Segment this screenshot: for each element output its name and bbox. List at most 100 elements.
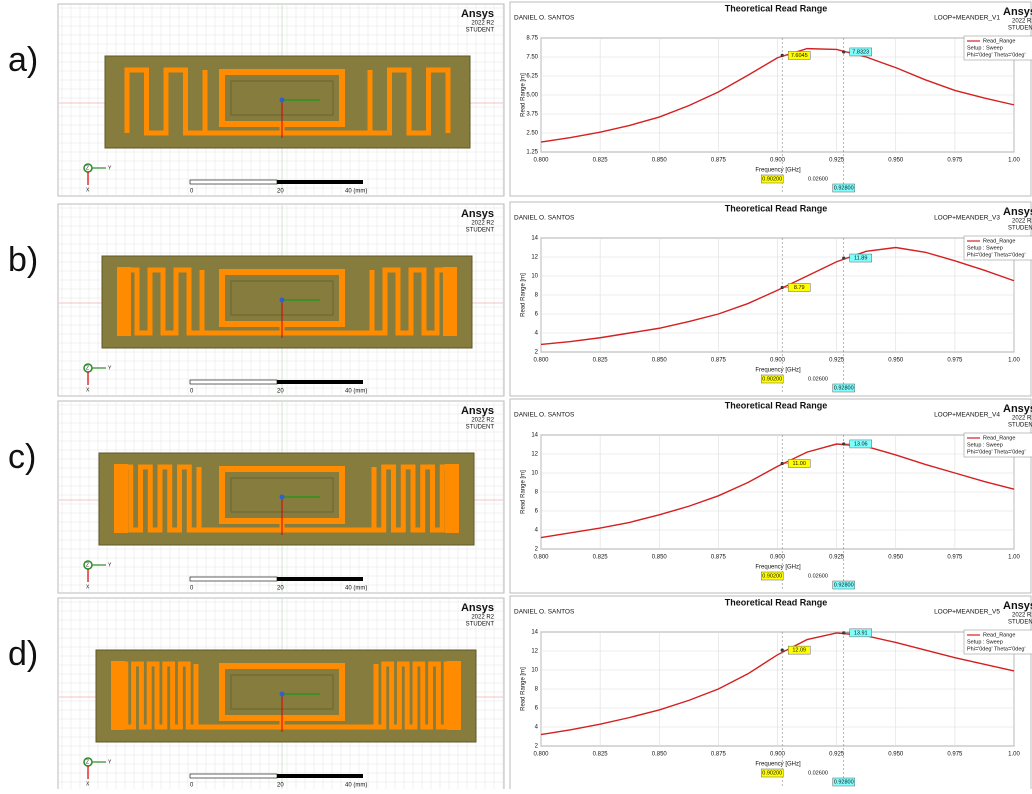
x-tick-label: 0.925 <box>829 555 845 561</box>
scale-black <box>277 380 363 384</box>
legend-variables: Phi='0deg' Theta='0deg' <box>967 52 1026 58</box>
version: 2022 R2 <box>471 615 494 621</box>
y-tick-label: 14 <box>531 630 538 636</box>
x-tick-label: 1.00 <box>1008 358 1020 364</box>
marker-value: 8.79 <box>794 285 805 291</box>
x-axis-label: Frequency [GHz] <box>755 762 801 768</box>
version: 2022 R2 <box>1012 613 1032 619</box>
marker-delta: 0.02600 <box>808 176 828 182</box>
marker-x-label: 0.92800 <box>834 385 854 391</box>
x-tick-label: 0.825 <box>593 555 609 561</box>
y-tick-label: 12 <box>531 452 538 458</box>
x-tick-label: 0.800 <box>533 555 549 561</box>
y-tick-label: 14 <box>531 433 538 439</box>
brand: Ansys <box>1003 6 1032 18</box>
x-tick-label: 0.950 <box>888 555 904 561</box>
legend-setup: Setup : Sweep <box>967 245 1003 251</box>
marker-x-label: 0.90200 <box>762 573 782 579</box>
legend-variables: Phi='0deg' Theta='0deg' <box>967 252 1026 258</box>
edition: STUDENT <box>466 622 495 628</box>
x-tick-label: 0.975 <box>947 555 963 561</box>
pad-right <box>445 464 459 533</box>
pad-left <box>111 661 125 730</box>
y-tick-label: 8.75 <box>526 36 538 42</box>
y-tick-label: 1.25 <box>526 150 538 156</box>
port-dot <box>280 495 285 500</box>
marker-value: 13.06 <box>854 441 868 447</box>
port-dot <box>280 692 285 697</box>
scale-label: 20 <box>277 189 284 195</box>
brand: Ansys <box>461 208 494 220</box>
y-tick-label: 6.25 <box>526 74 538 80</box>
y-tick-label: 2.50 <box>526 131 538 137</box>
triad-label: Z <box>86 165 89 171</box>
x-tick-label: 0.850 <box>652 158 668 164</box>
brand: Ansys <box>1003 403 1032 415</box>
scale-label: 40 (mm) <box>345 389 367 395</box>
panel-label: d) <box>8 635 38 673</box>
meander-right <box>374 467 452 530</box>
scale-label: 40 (mm) <box>345 189 367 195</box>
x-tick-label: 0.825 <box>593 358 609 364</box>
x-tick-label: 0.800 <box>533 158 549 164</box>
x-tick-label: 0.850 <box>652 555 668 561</box>
y-axis-label: Read Range [m] <box>521 667 527 711</box>
chart-design: LOOP+MEANDER_V5 <box>934 609 1000 616</box>
brand: Ansys <box>461 602 494 614</box>
y-tick-label: 10 <box>531 668 538 674</box>
x-axis-label: Frequency [GHz] <box>755 168 801 174</box>
brand: Ansys <box>1003 206 1032 218</box>
scale-label: 20 <box>277 586 284 592</box>
scale-label: 40 (mm) <box>345 586 367 592</box>
chart-title: Theoretical Read Range <box>725 203 828 213</box>
x-tick-label: 0.875 <box>711 358 727 364</box>
brand: Ansys <box>1003 600 1032 612</box>
marker-x-label: 0.92800 <box>834 582 854 588</box>
panel-label: b) <box>8 241 38 279</box>
version: 2022 R2 <box>1012 219 1032 225</box>
panel-label: c) <box>8 438 36 476</box>
y-tick-label: 3.75 <box>526 112 538 118</box>
pad-right <box>447 661 461 730</box>
scale-label: 40 (mm) <box>345 783 367 789</box>
x-tick-label: 0.875 <box>711 752 727 758</box>
x-tick-label: 0.875 <box>711 158 727 164</box>
marker-delta: 0.02600 <box>808 573 828 579</box>
marker-x-label: 0.92800 <box>834 185 854 191</box>
panel-label: a) <box>8 41 38 79</box>
marker-value: 11.89 <box>854 255 867 261</box>
y-axis-label: Read Range [m] <box>521 73 527 117</box>
edition: STUDENT <box>466 425 495 431</box>
legend-label: Read_Range <box>983 632 1015 638</box>
version: 2022 R2 <box>471 21 494 27</box>
x-tick-label: 0.925 <box>829 752 845 758</box>
marker-x-label: 0.90200 <box>762 176 782 182</box>
chart-design: LOOP+MEANDER_V3 <box>934 215 1000 222</box>
pad-left <box>114 464 128 533</box>
chart-author: DANIEL O. SANTOS <box>514 609 575 616</box>
chart-title: Theoretical Read Range <box>725 3 828 13</box>
x-tick-label: 0.900 <box>770 158 786 164</box>
x-tick-label: 0.825 <box>593 158 609 164</box>
port-dot <box>280 98 285 103</box>
legend-setup: Setup : Sweep <box>967 639 1003 645</box>
x-tick-label: 0.925 <box>829 158 845 164</box>
y-tick-label: 14 <box>531 236 538 242</box>
scale-black <box>277 577 363 581</box>
y-axis-label: Read Range [m] <box>521 470 527 514</box>
scale-white <box>190 180 277 184</box>
scale-white <box>190 577 277 581</box>
legend-variables: Phi='0deg' Theta='0deg' <box>967 646 1026 652</box>
x-tick-label: 0.875 <box>711 555 727 561</box>
x-tick-label: 0.800 <box>533 358 549 364</box>
marker-value: 13.91 <box>854 630 868 636</box>
triad-label: Z <box>86 562 89 568</box>
x-tick-label: 0.975 <box>947 358 963 364</box>
y-tick-label: 7.50 <box>526 55 538 61</box>
brand: Ansys <box>461 405 494 417</box>
legend-variables: Phi='0deg' Theta='0deg' <box>967 449 1026 455</box>
legend-label: Read_Range <box>983 238 1015 244</box>
figure: a)Ansys2022 R2STUDENT02040 (mm)ZYXb)Ansy… <box>0 0 1032 789</box>
edition: STUDENT <box>1008 423 1032 429</box>
x-tick-label: 0.950 <box>888 158 904 164</box>
